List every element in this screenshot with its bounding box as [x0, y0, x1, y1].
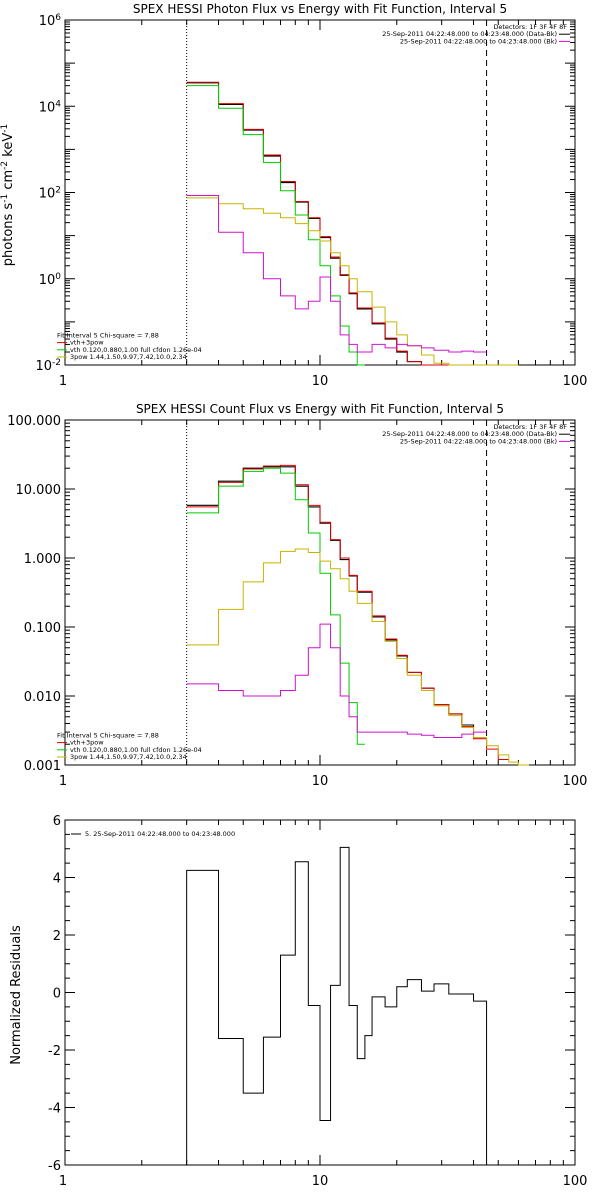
residuals-y-tick-label: -4 [48, 1102, 61, 1117]
photon-flux-series-4 [186, 195, 487, 353]
photon-flux-series-0 [186, 82, 487, 366]
photon-flux-y-tick-label: 10-2 [35, 358, 61, 374]
photon-flux-legend-entry: 3pow 1.44,1.50,9.97,7.42,10.0,2.34 [70, 353, 187, 361]
y-axis-label-residuals: Normalized Residuals [9, 925, 24, 1065]
count-flux-series-3 [186, 548, 529, 766]
photon-flux-series-3 [186, 197, 519, 366]
count-flux-y-tick-label: 1.000 [24, 552, 61, 567]
count-flux-legend-entry: 25-Sep-2011 04:22:48.000 to 04:23:48.000… [400, 437, 557, 445]
residuals-series-0 [186, 846, 488, 1165]
photon-flux-y-tick-label: 104 [39, 99, 62, 115]
photon-flux-legend-detectors: Detectors: 1F 3F 4F 8F [493, 23, 567, 31]
photon-flux-chart: SPEX HESSI Photon Flux vs Energy with Fi… [0, 2, 507, 266]
count-flux-x-tick-label: 1 [59, 774, 67, 789]
residuals-y-tick-label: 4 [53, 872, 61, 887]
photon-flux-series-2 [186, 85, 365, 366]
photon-flux-legend-entry: 25-Sep-2011 04:22:48.000 to 04:23:48.000… [382, 30, 557, 38]
count-flux-chart: SPEX HESSI Count Flux vs Energy with Fit… [136, 402, 504, 416]
photon-flux-y-tick-label: 102 [39, 186, 61, 202]
count-flux-legend-fit: Fit Interval 5 Chi-square = 7.88 [57, 731, 159, 739]
count-flux-legend-entry: 3pow 1.44,1.50,9.97,7.42,10.0,2.34 [70, 753, 187, 761]
photon-flux-x-tick-label: 100 [563, 374, 588, 389]
photon-flux-frame [64, 19, 576, 366]
count-flux-legend-detectors: Detectors: 1F 3F 4F 8F [493, 423, 567, 431]
photon-flux-plot: 1 10 100 10-2 100 102 104 106 Detectors: 1F 3F 4… [35, 13, 587, 389]
y-axis-label-photon-flux: photons s-1 cm-2 keV-1 [0, 124, 16, 266]
count-flux-y-tick-label: 0.010 [24, 690, 61, 705]
residuals-plot: 1 10 100 -6 -4 -2 0 2 4 6 5. 25-Sep-2011 04:22:48.… [48, 814, 587, 1189]
count-flux-y-tick-label: 0.100 [24, 621, 61, 636]
residuals-y-tick-label: 2 [53, 929, 61, 944]
count-flux-series-0 [186, 466, 487, 739]
residuals-y-tick-label: 0 [53, 987, 61, 1002]
photon-flux-y-tick-label: 100 [39, 272, 62, 288]
photon-flux-x-tick-label: 10 [312, 374, 329, 389]
residuals-chart: Normalized Residuals [9, 925, 24, 1065]
residuals-x-tick-label: 100 [563, 1174, 588, 1189]
count-flux-frame [64, 419, 576, 766]
photon-flux-legend-entry: vth 0.120,0.880,1.00 full cfdon 1.26e-04 [70, 346, 202, 354]
photon-flux-legend-entry: vth+3pow [70, 339, 104, 347]
chart-title-count-flux: SPEX HESSI Count Flux vs Energy with Fit… [136, 402, 504, 416]
residuals-legend-entry: 5. 25-Sep-2011 04:22:48.000 to 04:23:48.… [85, 830, 235, 838]
count-flux-plot: 1 10 100 0.001 0.010 0.100 1.000 10.000 100.000 D… [7, 414, 587, 789]
residuals-y-tick-label: -6 [48, 1159, 61, 1174]
photon-flux-series-1 [186, 81, 509, 366]
count-flux-series-4 [186, 623, 487, 739]
count-flux-y-tick-label: 0.001 [24, 759, 61, 774]
chart-title-photon-flux: SPEX HESSI Photon Flux vs Energy with Fi… [133, 2, 507, 16]
count-flux-series-2 [186, 467, 365, 745]
count-flux-legend-entry: 25-Sep-2011 04:22:48.000 to 04:23:48.000… [382, 430, 557, 438]
photon-flux-y-tick-label: 106 [39, 13, 62, 29]
residuals-x-tick-label: 1 [59, 1174, 67, 1189]
photon-flux-x-tick-label: 1 [59, 374, 67, 389]
photon-flux-legend-fit: Fit Interval 5 Chi-square = 7.88 [57, 331, 159, 339]
count-flux-x-tick-label: 100 [563, 774, 588, 789]
count-flux-y-tick-label: 10.000 [16, 483, 62, 498]
residuals-y-tick-label: 6 [53, 814, 61, 829]
residuals-x-tick-label: 10 [312, 1174, 329, 1189]
photon-flux-legend-entry: 25-Sep-2011 04:22:48.000 to 04:23:48.000… [400, 37, 557, 45]
count-flux-legend-entry: vth+3pow [70, 739, 104, 747]
count-flux-legend-entry: vth 0.120,0.880,1.00 full cfdon 1.26e-04 [70, 746, 202, 754]
count-flux-y-tick-label: 100.000 [7, 414, 61, 429]
residuals-y-tick-label: -2 [48, 1044, 61, 1059]
count-flux-x-tick-label: 10 [312, 774, 329, 789]
